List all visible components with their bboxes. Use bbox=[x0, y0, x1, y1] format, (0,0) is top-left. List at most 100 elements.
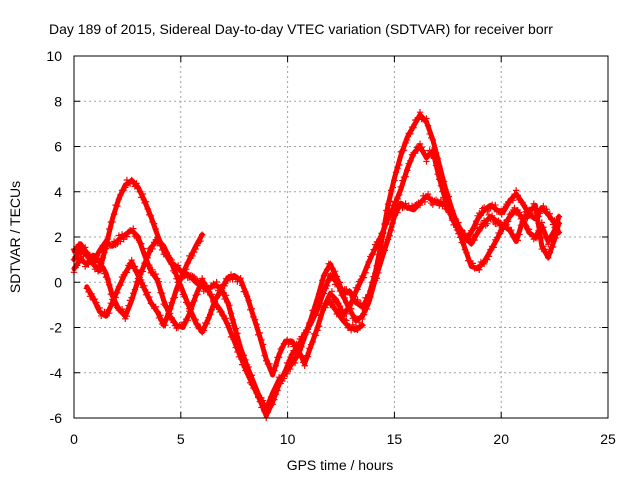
data-point bbox=[437, 182, 445, 190]
data-point bbox=[363, 264, 371, 271]
data-point bbox=[279, 344, 286, 351]
data-point bbox=[328, 298, 336, 306]
data-point bbox=[80, 252, 87, 260]
data-point bbox=[299, 336, 307, 344]
data-point bbox=[136, 188, 143, 196]
data-point bbox=[538, 219, 545, 226]
data-point bbox=[198, 231, 206, 238]
data-point bbox=[291, 348, 299, 356]
data-point bbox=[306, 345, 313, 352]
data-point bbox=[227, 310, 235, 317]
data-point bbox=[171, 269, 179, 276]
data-point bbox=[394, 165, 401, 172]
data-point bbox=[389, 184, 396, 191]
data-point bbox=[466, 235, 473, 243]
data-point bbox=[420, 147, 427, 154]
data-point bbox=[365, 258, 372, 266]
data-point bbox=[216, 290, 223, 298]
data-point bbox=[418, 144, 425, 151]
data-point bbox=[158, 242, 166, 249]
data-point bbox=[485, 253, 493, 260]
data-point bbox=[312, 332, 320, 339]
data-point bbox=[211, 283, 219, 290]
data-point bbox=[548, 216, 555, 223]
data-point bbox=[221, 295, 228, 303]
data-point bbox=[381, 247, 388, 254]
data-point bbox=[123, 269, 131, 276]
data-point bbox=[288, 351, 296, 359]
data-point bbox=[114, 202, 121, 210]
data-point bbox=[404, 167, 411, 174]
x-tick-label: 20 bbox=[493, 431, 509, 447]
data-point bbox=[152, 236, 159, 244]
data-point bbox=[447, 208, 454, 216]
data-point bbox=[362, 269, 369, 276]
data-point bbox=[407, 130, 414, 138]
data-point bbox=[243, 365, 251, 373]
x-tick-label: 0 bbox=[70, 431, 78, 447]
data-point bbox=[112, 294, 119, 301]
data-point bbox=[424, 190, 432, 198]
data-point bbox=[287, 357, 294, 365]
y-tick-label: -6 bbox=[50, 410, 63, 426]
data-point bbox=[114, 289, 121, 296]
data-point bbox=[319, 277, 326, 284]
data-point bbox=[222, 315, 230, 322]
data-point bbox=[232, 325, 240, 332]
data-point bbox=[208, 291, 215, 298]
data-point bbox=[138, 240, 145, 247]
data-point bbox=[484, 220, 491, 227]
data-point bbox=[125, 302, 132, 309]
data-point bbox=[431, 155, 438, 162]
data-point bbox=[530, 200, 537, 207]
data-point bbox=[155, 278, 163, 285]
data-point bbox=[485, 211, 493, 219]
data-point bbox=[347, 327, 355, 334]
data-point bbox=[248, 381, 256, 388]
data-point bbox=[152, 303, 159, 310]
data-point bbox=[259, 402, 267, 409]
data-point bbox=[472, 218, 480, 225]
data-point bbox=[389, 219, 396, 227]
data-point bbox=[139, 268, 147, 275]
data-point bbox=[168, 256, 175, 264]
data-point bbox=[231, 334, 238, 341]
data-point bbox=[157, 312, 164, 319]
data-point bbox=[423, 158, 430, 165]
data-point bbox=[346, 323, 353, 330]
data-point bbox=[99, 264, 107, 271]
x-axis-label: GPS time / hours bbox=[287, 457, 394, 473]
data-point bbox=[424, 122, 432, 129]
data-point bbox=[106, 310, 113, 317]
data-point bbox=[117, 282, 124, 289]
data-point bbox=[275, 354, 283, 361]
data-point bbox=[368, 251, 376, 258]
data-point bbox=[93, 299, 100, 306]
data-point bbox=[402, 173, 409, 180]
data-point bbox=[498, 211, 505, 218]
data-point bbox=[317, 300, 324, 307]
data-point bbox=[506, 199, 513, 206]
data-point bbox=[476, 227, 483, 234]
data-point bbox=[259, 341, 267, 348]
data-point bbox=[222, 292, 230, 299]
data-point bbox=[133, 180, 140, 187]
data-point bbox=[436, 202, 443, 209]
data-point bbox=[328, 288, 336, 295]
data-point bbox=[327, 260, 334, 268]
data-point bbox=[237, 351, 244, 358]
data-point bbox=[226, 322, 233, 329]
data-point bbox=[549, 233, 557, 240]
y-tick-label: 4 bbox=[54, 184, 62, 200]
y-tick-labels: -6 -4 -2 0 2 4 6 8 10 bbox=[46, 48, 62, 426]
data-point bbox=[134, 233, 142, 241]
y-tick-label: 8 bbox=[54, 93, 62, 109]
data-point bbox=[424, 150, 432, 158]
data-point bbox=[146, 293, 153, 301]
data-point bbox=[386, 232, 393, 239]
data-point bbox=[218, 308, 225, 315]
data-point bbox=[117, 238, 124, 245]
data-point bbox=[130, 225, 137, 232]
data-point bbox=[194, 320, 201, 328]
data-point bbox=[511, 204, 518, 212]
